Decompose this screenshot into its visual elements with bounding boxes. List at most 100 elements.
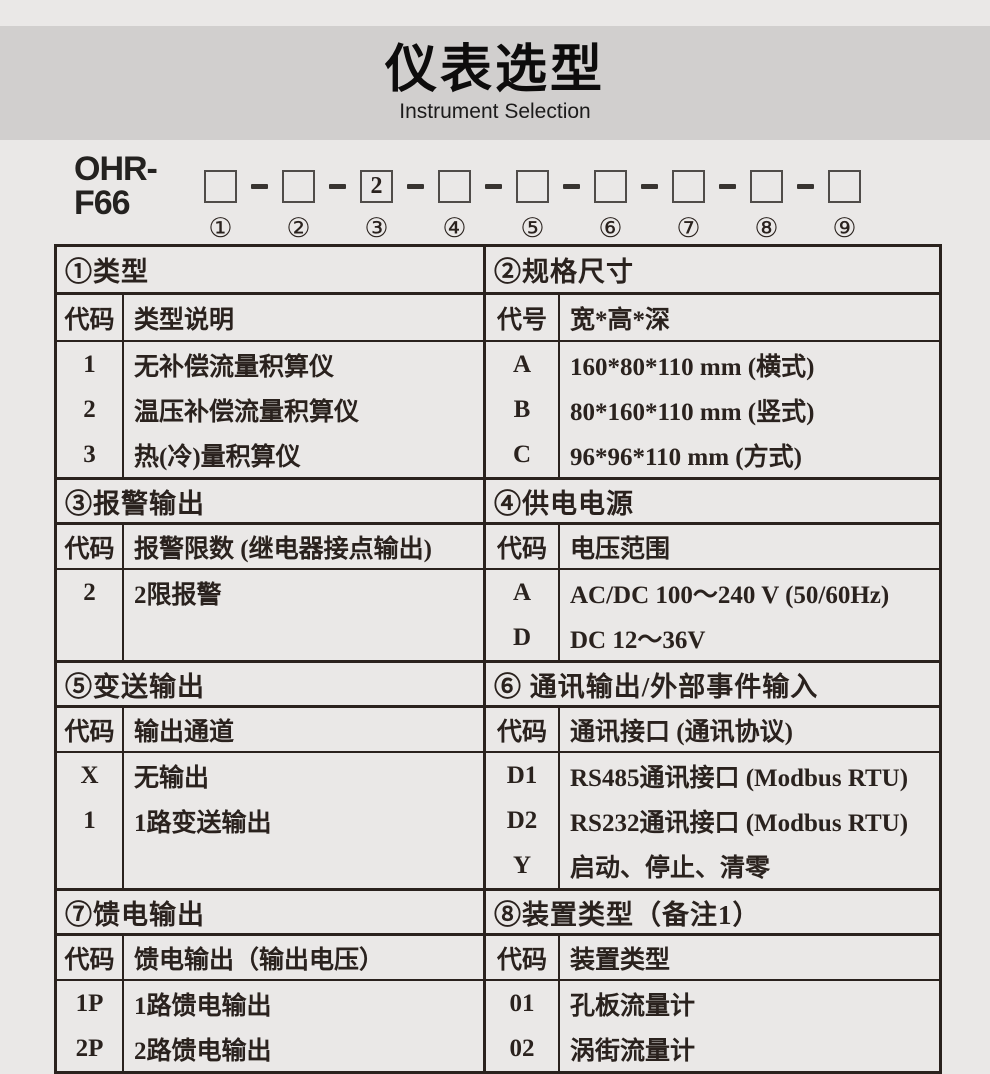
section-type-title: ①类型 [57, 247, 483, 295]
section-feed-title: ⑦馈电输出 [57, 891, 483, 936]
code-cell: A [512, 578, 532, 606]
code-cell: 1P [75, 989, 104, 1017]
model-segment-box-8 [750, 169, 783, 203]
desc-cell: 1路变送输出 [134, 809, 272, 837]
code-cell: 3 [83, 440, 96, 468]
segment-index-5: ⑤ [520, 213, 545, 243]
code-cell: C [512, 440, 532, 468]
desc-cell: 启动、停止、清零 [570, 854, 771, 882]
model-code-builder: OHR-F66 2 ① ② ③ ④ ⑤ ⑥ ⑦ ⑧ ⑨ [74, 152, 861, 242]
segment-index-9: ⑨ [832, 213, 857, 243]
table-band-4: ⑦馈电输出 代码 馈电输出（输出电压） 1P 2P 1路馈电输出 2路馈电输出 … [57, 888, 939, 1071]
dash-separator [627, 183, 672, 189]
section-alarm-output: ③报警输出 代码 报警限数 (继电器接点输出) 2 2限报警 [57, 480, 486, 660]
code-cell: A [512, 350, 532, 378]
segment-index-7: ⑦ [676, 213, 701, 243]
desc-header-cell: 通讯接口 (通讯协议) [570, 718, 793, 746]
desc-header-cell: 报警限数 (继电器接点输出) [134, 535, 432, 563]
segment-index-4: ④ [442, 213, 467, 243]
dash-separator [471, 183, 516, 189]
model-prefix: OHR-F66 [74, 150, 158, 222]
section-alarm-title: ③报警输出 [57, 480, 483, 525]
desc-cell: 96*96*110 mm (方式) [570, 443, 802, 471]
section-device-title: ⑧装置类型（备注1） [486, 891, 939, 936]
code-cell: 02 [509, 1034, 535, 1062]
desc-cell: 孔板流量计 [570, 992, 696, 1020]
section-communication: ⑥ 通讯输出/外部事件输入 代码 通讯接口 (通讯协议) D1 D2 Y RS4… [486, 663, 939, 888]
desc-header-cell: 宽*高*深 [570, 306, 671, 334]
code-cell: D [512, 623, 532, 651]
model-segment-box-5 [516, 169, 549, 203]
code-header-cell: 代号 [486, 295, 560, 340]
dash-separator [393, 183, 438, 189]
code-header-cell: 代码 [57, 936, 124, 979]
segment-index-1: ① [208, 213, 233, 243]
code-cell: Y [512, 851, 532, 879]
desc-header-cell: 装置类型 [570, 946, 671, 974]
code-cell: 2P [75, 1034, 104, 1062]
model-code-row: OHR-F66 2 [74, 152, 861, 220]
section-transmit-output: ⑤变送输出 代码 输出通道 X 1 无输出 1路变送输出 [57, 663, 486, 888]
desc-cell: 无输出 [134, 764, 210, 792]
desc-header-cell: 电压范围 [570, 535, 671, 563]
code-header-cell: 代码 [486, 525, 560, 568]
desc-cell: 无补偿流量积算仪 [134, 353, 335, 381]
section-device-type: ⑧装置类型（备注1） 代码 装置类型 01 02 孔板流量计 涡街流量计 [486, 891, 939, 1071]
segment-index-3: ③ [364, 213, 389, 243]
code-header-cell: 代码 [57, 525, 124, 568]
desc-cell: 80*160*110 mm (竖式) [570, 398, 815, 426]
dash-separator [705, 183, 750, 189]
section-type: ①类型 代码 类型说明 1 2 3 无补偿流量积算仪 温压补偿流量积算仪 热(冷… [57, 247, 486, 477]
model-segment-box-2 [282, 169, 315, 203]
code-cell: 1 [83, 350, 96, 378]
section-size: ②规格尺寸 代号 宽*高*深 A B C 160*80*110 mm (横式) … [486, 247, 939, 477]
model-segment-box-3: 2 [360, 169, 393, 203]
desc-cell: 1路馈电输出 [134, 992, 272, 1020]
dash-separator [315, 183, 360, 189]
model-segment-box-9 [828, 169, 861, 203]
desc-cell: 2限报警 [134, 581, 222, 609]
model-segment-box-6 [594, 169, 627, 203]
segment-index-8: ⑧ [754, 213, 779, 243]
dash-separator [237, 183, 282, 189]
section-power-supply: ④供电电源 代码 电压范围 A D AC/DC 100～240 V (50/60… [486, 480, 939, 660]
page-subtitle: Instrument Selection [399, 100, 591, 124]
code-header-cell: 代码 [486, 936, 560, 979]
code-header-cell: 代码 [57, 708, 124, 751]
desc-header-cell: 输出通道 [134, 718, 235, 746]
code-header-cell: 代码 [486, 708, 560, 751]
model-segment-box-1 [204, 169, 237, 203]
segment-index-row: ① ② ③ ④ ⑤ ⑥ ⑦ ⑧ ⑨ [74, 215, 861, 242]
table-band-3: ⑤变送输出 代码 输出通道 X 1 无输出 1路变送输出 ⑥ 通讯输出/外部事件… [57, 660, 939, 888]
desc-cell: 160*80*110 mm (横式) [570, 353, 815, 381]
desc-cell: 热(冷)量积算仪 [134, 443, 301, 471]
desc-cell: DC 12～36V [570, 626, 706, 654]
model-segment-box-4 [438, 169, 471, 203]
desc-header-cell: 类型说明 [134, 306, 235, 334]
desc-cell: 涡街流量计 [570, 1037, 696, 1065]
section-power-title: ④供电电源 [486, 480, 939, 525]
desc-cell: 温压补偿流量积算仪 [134, 398, 360, 426]
page-header: 仪表选型 Instrument Selection [0, 26, 990, 140]
code-cell: 01 [509, 989, 535, 1017]
section-feed-output: ⑦馈电输出 代码 馈电输出（输出电压） 1P 2P 1路馈电输出 2路馈电输出 [57, 891, 486, 1071]
table-band-2: ③报警输出 代码 报警限数 (继电器接点输出) 2 2限报警 ④供电电源 代码 … [57, 477, 939, 660]
table-band-1: ①类型 代码 类型说明 1 2 3 无补偿流量积算仪 温压补偿流量积算仪 热(冷… [57, 247, 939, 477]
code-cell: 2 [83, 578, 96, 606]
desc-cell: AC/DC 100～240 V (50/60Hz) [570, 581, 890, 609]
code-cell: X [80, 761, 99, 789]
dash-separator [783, 183, 828, 189]
code-cell: B [513, 395, 531, 423]
code-cell: 2 [83, 395, 96, 423]
desc-cell: 2路馈电输出 [134, 1037, 272, 1065]
page-title: 仪表选型 [384, 41, 605, 99]
code-cell: D2 [506, 806, 538, 834]
section-size-title: ②规格尺寸 [486, 247, 939, 295]
segment-index-6: ⑥ [598, 213, 623, 243]
code-header-cell: 代码 [57, 295, 124, 340]
dash-separator [549, 183, 594, 189]
model-segment-box-7 [672, 169, 705, 203]
section-communication-title: ⑥ 通讯输出/外部事件输入 [486, 663, 939, 708]
segment-index-2: ② [286, 213, 311, 243]
code-cell: 1 [83, 806, 96, 834]
